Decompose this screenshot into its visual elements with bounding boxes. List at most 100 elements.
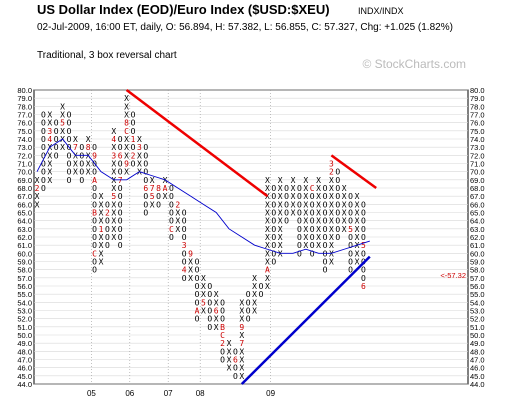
o-box: O [118, 184, 123, 193]
x-box: X [201, 290, 206, 299]
x-box: X [86, 135, 91, 144]
o-box: O [182, 217, 187, 226]
x-box: X [329, 258, 334, 267]
o-box: O [335, 225, 340, 234]
x-box: X [291, 184, 296, 193]
y-tick-right: 78.0 [470, 102, 485, 111]
x-box: X [99, 233, 104, 242]
o-box: O [335, 176, 340, 185]
y-tick-right: 68.0 [470, 184, 485, 193]
month-marker: 7 [73, 143, 78, 152]
month-marker: C [92, 249, 97, 258]
o-box: O [335, 209, 340, 218]
month-marker: 9 [188, 249, 193, 258]
x-box: X [214, 290, 219, 299]
month-marker: 6 [233, 356, 238, 365]
o-box: O [297, 225, 302, 234]
x-box: X [175, 209, 180, 218]
x-box: X [227, 339, 232, 348]
moving-average-line [36, 138, 370, 254]
o-box: O [92, 192, 97, 201]
o-box: O [92, 266, 97, 275]
y-tick-left: 53.0 [17, 307, 32, 316]
o-box: O [271, 184, 276, 193]
x-box: X [252, 290, 257, 299]
o-box: O [284, 184, 289, 193]
o-box: O [297, 184, 302, 193]
y-tick-left: 75.0 [17, 127, 32, 136]
month-marker: 6 [143, 184, 148, 193]
x-box: X [303, 217, 308, 226]
o-box: O [41, 119, 46, 128]
x-box: X [316, 209, 321, 218]
month-marker: 2 [35, 184, 40, 193]
o-box: O [348, 249, 353, 258]
x-box: X [73, 160, 78, 169]
o-box: O [310, 249, 315, 258]
y-tick-left: 47.0 [17, 356, 32, 365]
x-box: X [150, 176, 155, 185]
o-box: O [207, 298, 212, 307]
o-box: O [361, 225, 366, 234]
x-box: X [329, 184, 334, 193]
x-box: X [239, 315, 244, 324]
o-box: O [41, 111, 46, 120]
o-box: O [246, 290, 251, 299]
x-box: X [111, 143, 116, 152]
x-box: X [111, 160, 116, 169]
x-box: X [227, 364, 232, 373]
x-box: X [252, 282, 257, 291]
x-box: X [329, 192, 334, 201]
x-box: X [303, 200, 308, 209]
o-box: O [92, 217, 97, 226]
y-tick-left: 64.0 [17, 217, 32, 226]
o-box: O [271, 192, 276, 201]
o-box: O [195, 298, 200, 307]
x-box: X [111, 200, 116, 209]
x-box: X [227, 356, 232, 365]
y-tick-right: 57.0 [470, 274, 485, 283]
y-tick-right: 50.0 [470, 331, 485, 340]
x-box: X [316, 241, 321, 250]
o-box: O [361, 200, 366, 209]
y-tick-left: 50.0 [17, 331, 32, 340]
y-tick-left: 57.0 [17, 274, 32, 283]
o-box: O [195, 290, 200, 299]
x-box: X [303, 184, 308, 193]
x-box: X [124, 168, 129, 177]
x-box: X [329, 233, 334, 242]
month-marker: 3 [329, 160, 334, 169]
o-box: O [169, 233, 174, 242]
o-box: O [118, 217, 123, 226]
y-tick-left: 62.0 [17, 233, 32, 242]
x-box: X [278, 192, 283, 201]
x-box: X [316, 233, 321, 242]
o-box: O [284, 200, 289, 209]
y-tick-right: 48.0 [470, 347, 485, 356]
x-box: X [303, 209, 308, 218]
y-tick-left: 76.0 [17, 119, 32, 128]
x-box: X [342, 225, 347, 234]
month-marker: 5 [348, 225, 353, 234]
o-box: O [348, 241, 353, 250]
o-box: O [271, 241, 276, 250]
o-box: O [348, 200, 353, 209]
x-box: X [137, 151, 142, 160]
month-marker: 5 [60, 119, 65, 128]
x-box: X [265, 274, 270, 283]
o-box: O [297, 209, 302, 218]
x-box: X [265, 258, 270, 267]
month-marker: 3 [111, 151, 116, 160]
o-box: O [361, 274, 366, 283]
x-box: X [278, 176, 283, 185]
o-box: O [143, 151, 148, 160]
o-box: O [220, 356, 225, 365]
o-box: O [143, 192, 148, 201]
x-box: X [73, 135, 78, 144]
o-box: O [182, 249, 187, 258]
y-tick-right: 73.0 [470, 143, 485, 152]
x-box: X [137, 160, 142, 169]
o-box: O [105, 217, 110, 226]
x-box: X [111, 217, 116, 226]
y-tick-right: 47.0 [470, 356, 485, 365]
